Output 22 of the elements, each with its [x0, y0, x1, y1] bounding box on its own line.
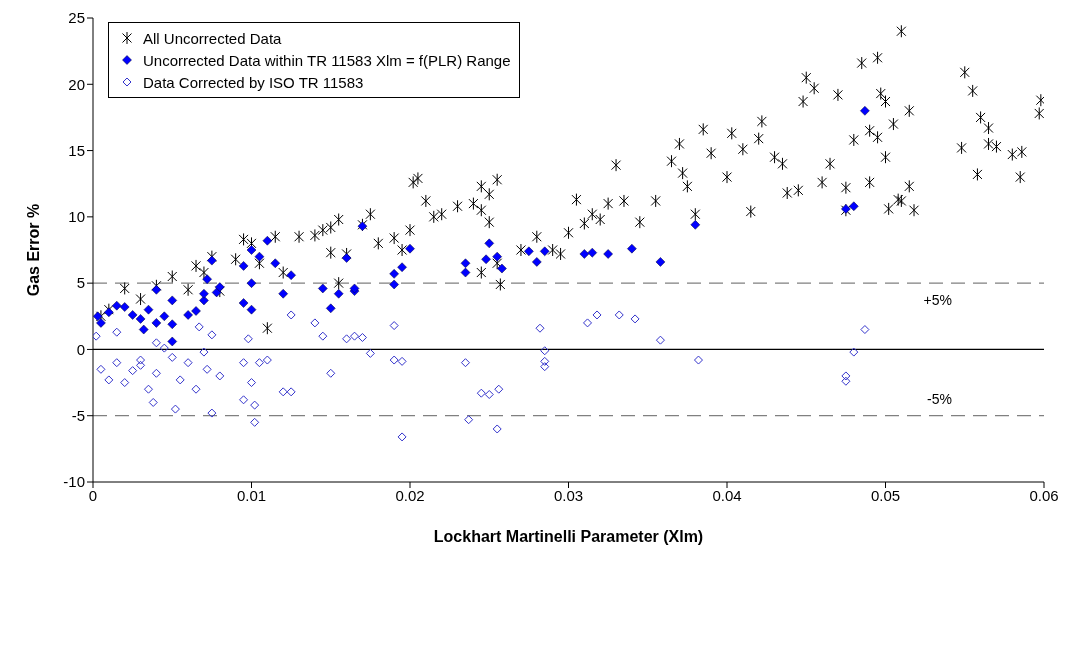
x-tick-label: 0.04 [712, 486, 742, 504]
y-axis-title: Gas Error % [24, 203, 42, 297]
y-tick-label: 15 [68, 141, 85, 159]
x-tick-label: 0.05 [870, 486, 901, 504]
y-tick-label: 20 [68, 75, 85, 93]
legend-label: All Uncorrected Data [143, 29, 282, 47]
x-tick-label: 0.02 [395, 486, 425, 504]
x-tick-label: 0.01 [236, 486, 267, 504]
x-axis-title: Lockhart Martinelli Parameter (Xlm) [433, 528, 704, 545]
legend-label: Data Corrected by ISO TR 11583 [143, 73, 364, 91]
x-tick-label: 0.06 [1029, 486, 1059, 504]
y-tick-label: 5 [76, 274, 85, 292]
ref-line-label: +5% [923, 292, 952, 309]
y-tick-label: -10 [63, 473, 85, 491]
ref-line-label: -5% [927, 390, 952, 407]
x-tick-label: 0.03 [553, 486, 584, 504]
y-tick-label: 0 [76, 340, 85, 358]
x-tick-label: 0 [88, 486, 98, 504]
legend-label: Uncorrected Data within TR 11583 Xlm = f(PLR) Range [143, 51, 511, 69]
y-tick-label: -5 [71, 407, 85, 425]
y-tick-label: 10 [68, 208, 85, 226]
y-tick-label: 25 [68, 9, 85, 27]
